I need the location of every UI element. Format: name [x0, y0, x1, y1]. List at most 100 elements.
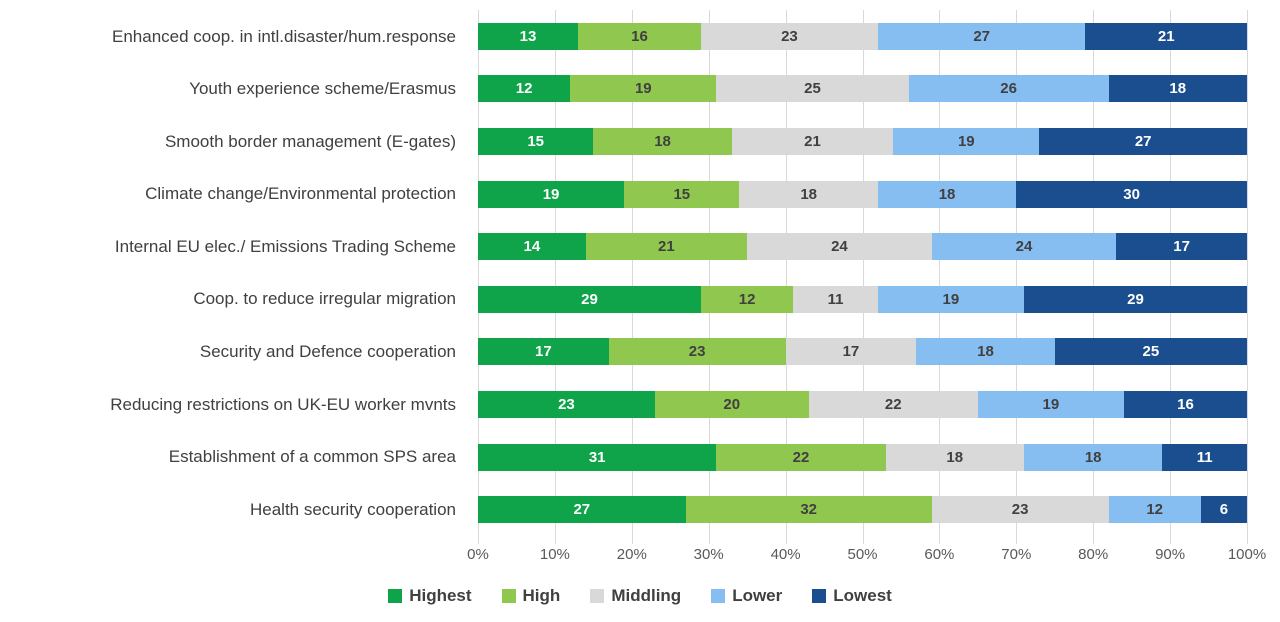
bar-value-label: 11	[827, 290, 844, 308]
bar-track: 14 21 24 24 17	[478, 233, 1247, 261]
bars-area: Enhanced coop. in intl.disaster/hum.resp…	[0, 10, 1247, 536]
bar-segment-high: 23	[608, 338, 786, 366]
bar-segment-middling: 25	[716, 75, 909, 103]
legend-swatch-icon	[711, 589, 726, 603]
bar-segment-highest: 13	[478, 22, 578, 50]
bar-value-label: 17	[535, 343, 552, 361]
bar-segment-lower: 19	[877, 285, 1024, 313]
category-label: Security and Defence cooperation	[199, 342, 456, 362]
bar-value-label: 26	[1000, 80, 1017, 98]
legend-label: Lowest	[833, 586, 892, 605]
bar-value-label: 19	[1042, 395, 1060, 413]
legend-swatch-icon	[501, 589, 516, 603]
bar-segment-high: 21	[585, 233, 748, 261]
bar-value-label: 24	[831, 238, 848, 256]
bar-segment-middling: 23	[931, 496, 1109, 524]
bar-value-label: 31	[588, 448, 606, 466]
gridline	[939, 10, 941, 536]
axis-tick	[862, 536, 864, 544]
bar-segment-middling: 21	[731, 127, 894, 155]
axis-tick	[1247, 536, 1248, 544]
bar-segment-middling: 11	[793, 285, 878, 313]
bar-value-label: 25	[1142, 343, 1160, 361]
bar-segment-highest: 27	[478, 496, 686, 524]
bar-segment-lowest: 18	[1108, 75, 1247, 103]
chart-row: Reducing restrictions on UK-EU worker mv…	[0, 378, 1247, 431]
x-axis-tick-label: 100%	[1227, 546, 1267, 563]
legend: Highest High Middling Lower Lowest	[0, 586, 1280, 606]
bar-value-label: 16	[631, 27, 648, 45]
x-axis-tick-label: 0%	[467, 546, 489, 563]
x-axis-tick-label: 30%	[693, 546, 724, 563]
bar-track: 12 19 25 26 18	[478, 75, 1247, 103]
bar-segment-lowest: 29	[1023, 285, 1247, 313]
bar-segment-lower: 19	[977, 390, 1124, 418]
bar-value-label: 22	[792, 448, 810, 466]
category-label: Climate change/Environmental protection	[145, 184, 456, 204]
chart-row: Smooth border management (E-gates) 15 18 21…	[0, 115, 1247, 168]
bar-segment-lowest: 25	[1054, 338, 1247, 366]
bar-value-label: 18	[1084, 448, 1102, 466]
chart-row: Health security cooperation 27 32 23 12 6	[0, 483, 1247, 536]
bar-segment-highest: 31	[478, 443, 717, 471]
bar-segment-highest: 14	[478, 233, 586, 261]
bar-segment-middling: 22	[808, 390, 978, 418]
axis-tick	[785, 536, 787, 544]
bar-value-label: 15	[527, 132, 545, 150]
bar-value-label: 29	[1127, 290, 1144, 308]
bar-value-label: 18	[946, 448, 964, 466]
chart-row: Establishment of a common SPS area 31 22 18…	[0, 431, 1247, 484]
bar-value-label: 6	[1219, 501, 1229, 519]
bar-segment-high: 12	[701, 285, 794, 313]
x-axis: 0% 10% 20% 30% 40% 50% 60% 70% 80% 90% 100%	[467, 546, 1266, 568]
bar-value-label: 21	[658, 238, 675, 256]
x-axis-tick-label: 20%	[616, 546, 647, 563]
bar-value-label: 18	[1169, 80, 1187, 98]
legend-label: Highest	[409, 586, 472, 605]
bar-segment-high: 19	[570, 75, 717, 103]
chart-row: Climate change/Environmental protection 1…	[0, 168, 1247, 221]
bar-value-label: 22	[884, 395, 902, 413]
category-label: Reducing restrictions on UK-EU worker mv…	[110, 394, 456, 414]
bar-segment-lower: 18	[1023, 443, 1163, 471]
bar-value-label: 13	[519, 27, 537, 45]
bar-segment-lowest: 30	[1016, 180, 1247, 208]
legend-item-lower: Lower	[711, 586, 782, 606]
bar-value-label: 19	[957, 132, 975, 150]
axis-tick	[939, 536, 941, 544]
x-axis-tick-label: 90%	[1155, 546, 1186, 563]
axis-tick	[1016, 536, 1018, 544]
legend-item-high: High	[501, 586, 560, 606]
plot-area	[478, 10, 1248, 544]
legend-swatch-icon	[388, 589, 403, 603]
gridline	[708, 10, 710, 536]
gridline	[478, 10, 479, 536]
bar-value-label: 15	[673, 185, 691, 203]
bar-value-label: 16	[1177, 395, 1194, 413]
bar-value-label: 17	[1173, 238, 1190, 256]
bar-value-label: 12	[1146, 501, 1164, 519]
bar-segment-high: 15	[624, 180, 740, 208]
bar-segment-lowest: 21	[1085, 22, 1247, 50]
axis-tick	[1170, 536, 1172, 544]
legend-label: Lower	[732, 586, 783, 605]
gridline	[554, 10, 556, 536]
x-axis-tick-label: 10%	[539, 546, 570, 563]
bar-segment-lower: 18	[916, 338, 1055, 366]
legend-item-lowest: Lowest	[812, 586, 892, 606]
bar-segment-highest: 23	[478, 390, 655, 418]
category-label: Establishment of a common SPS area	[168, 447, 456, 467]
bar-track: 29 12 11 19 29	[478, 285, 1247, 313]
bar-value-label: 21	[1157, 27, 1175, 45]
gridline	[1016, 10, 1018, 536]
bar-segment-high: 22	[716, 443, 886, 471]
bar-segment-middling: 18	[885, 443, 1024, 471]
gridline	[785, 10, 787, 536]
gridline	[631, 10, 633, 536]
category-label: Coop. to reduce irregular migration	[193, 289, 456, 309]
bar-segment-lowest: 27	[1039, 127, 1247, 155]
category-label: Enhanced coop. in intl.disaster/hum.resp…	[112, 26, 456, 46]
bar-value-label: 23	[688, 343, 706, 361]
category-label: Smooth border management (E-gates)	[164, 131, 456, 151]
